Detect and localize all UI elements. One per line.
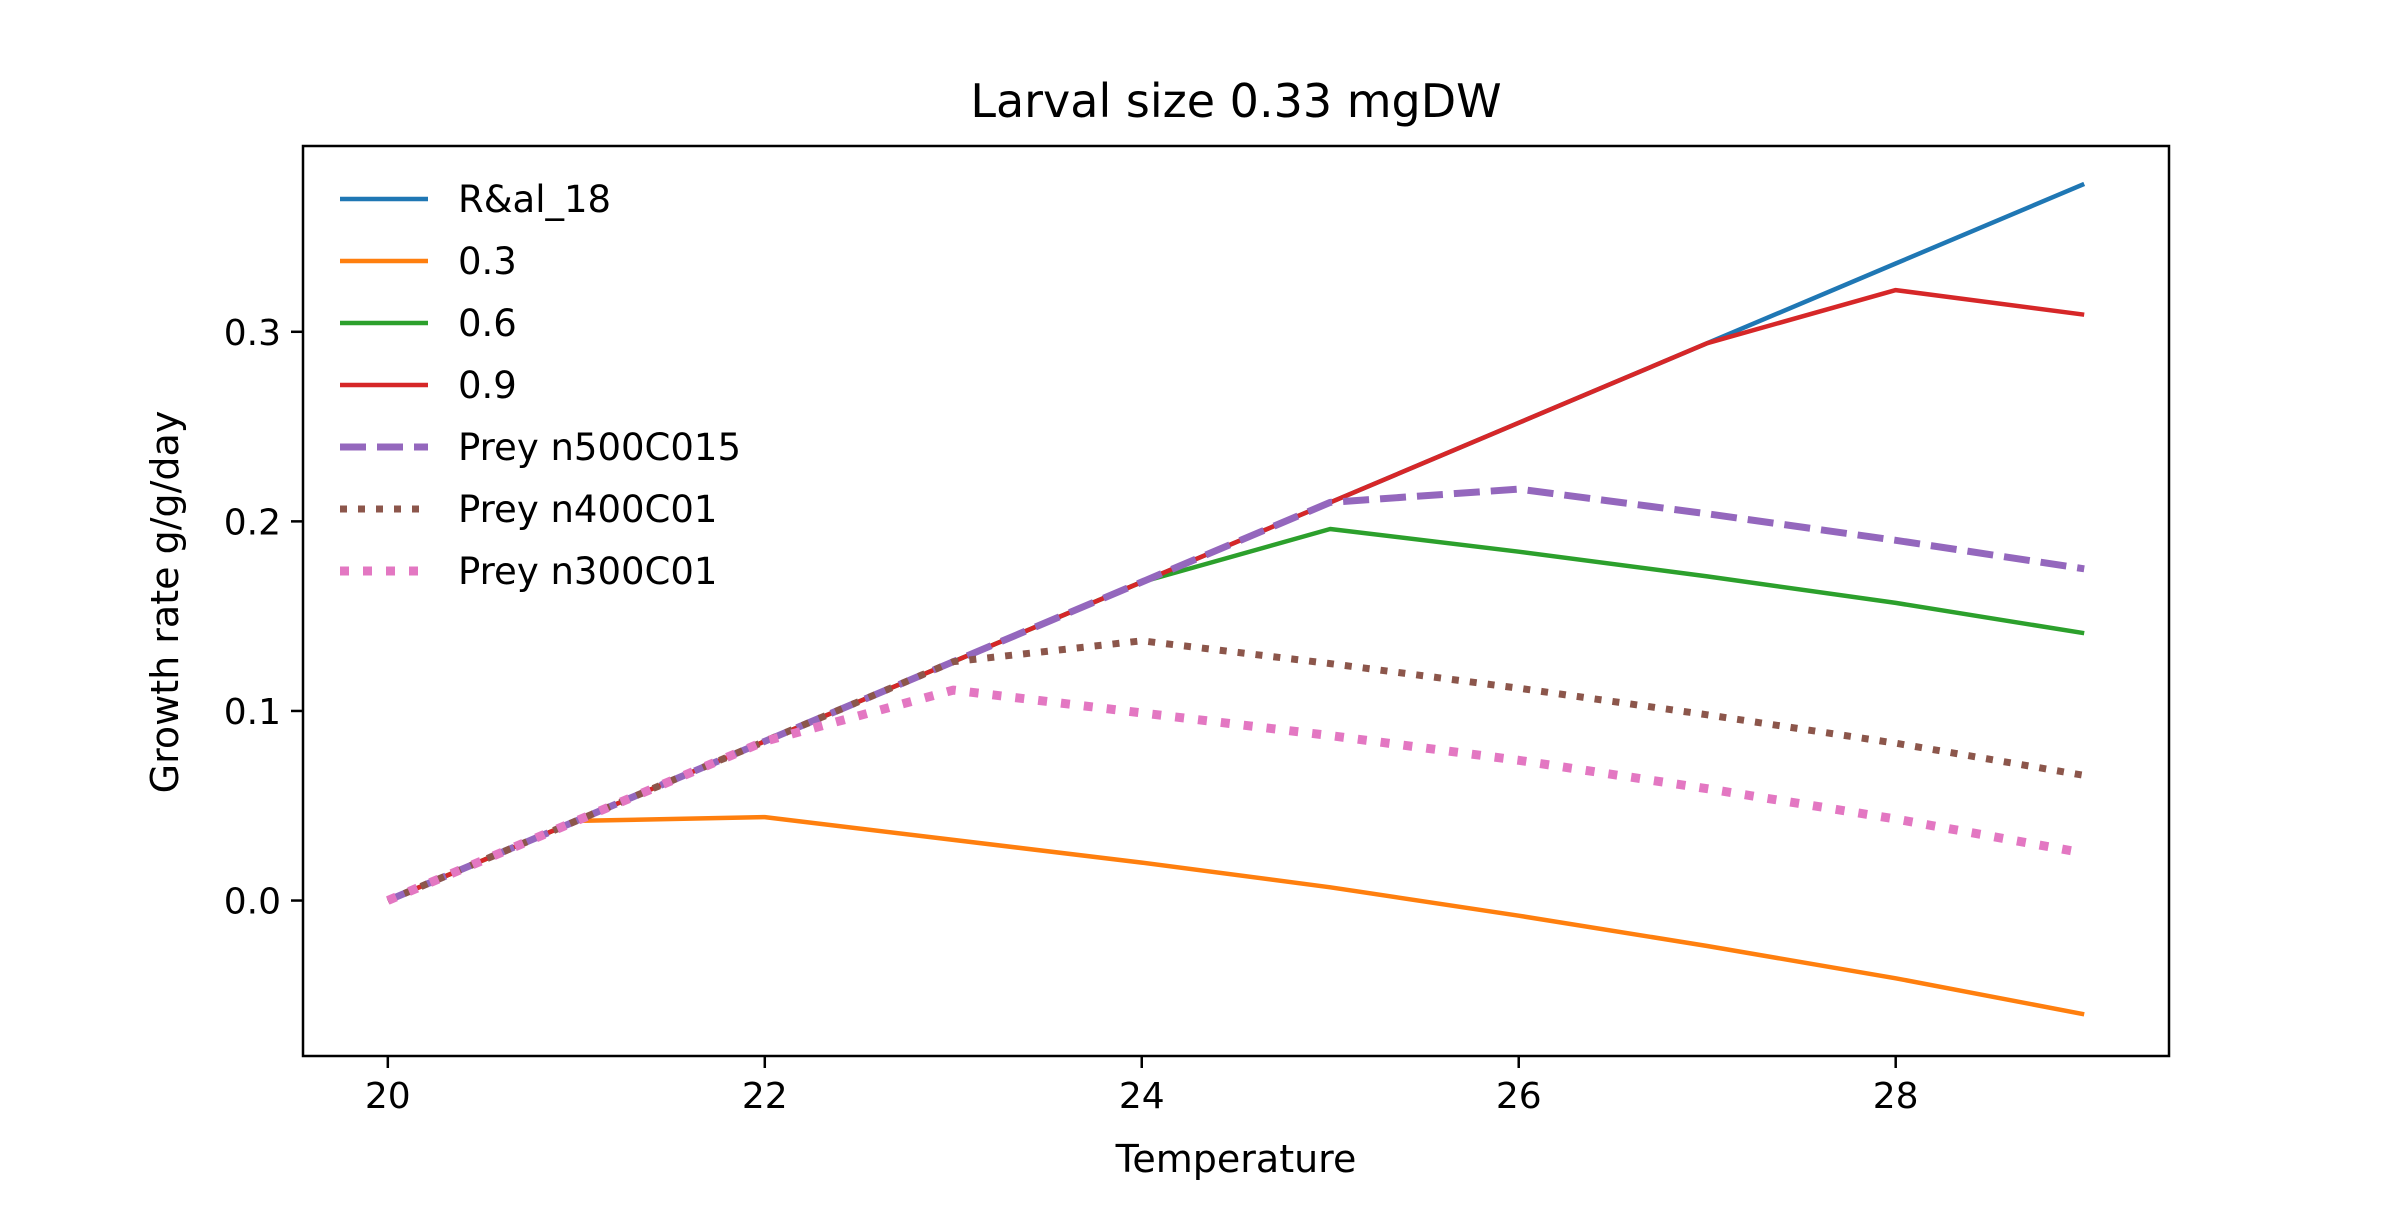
x-tick-label: 26 [1496, 1076, 1542, 1117]
legend-label-1: R&al_18 [458, 178, 611, 221]
x-tick-label: 22 [742, 1076, 788, 1117]
x-axis-label: Temperature [1115, 1137, 1357, 1181]
plot-area: 20 22 24 26 28 0.0 0.1 0.2 0.3 [224, 144, 2171, 1117]
y-axis-label: Growth rate g/g/day [143, 411, 187, 794]
chart-title: Larval size 0.33 mgDW [970, 74, 1501, 128]
series-line-2 [386, 814, 2085, 1017]
y-tick-label: 0.3 [224, 313, 281, 354]
legend-label-5: Prey n500C015 [458, 426, 741, 469]
legend-label-4: 0.9 [458, 364, 517, 407]
x-tick-label: 28 [1873, 1076, 1919, 1117]
y-tick-label: 0.1 [224, 692, 281, 733]
legend-label-6: Prey n400C01 [458, 488, 717, 531]
x-tick-label: 20 [365, 1076, 411, 1117]
axes-frame [301, 144, 2171, 1058]
legend-label-7: Prey n300C01 [458, 550, 717, 593]
legend-label-3: 0.6 [458, 302, 517, 345]
x-tick-label: 24 [1119, 1076, 1165, 1117]
legend-label-2: 0.3 [458, 240, 517, 283]
y-tick-label: 0.2 [224, 502, 281, 543]
legend: R&al_18 0.3 0.6 0.9 Prey n500C015 Prey n400C0… [340, 178, 741, 593]
y-tick-label: 0.0 [224, 882, 281, 923]
series-line-7 [386, 685, 2086, 905]
